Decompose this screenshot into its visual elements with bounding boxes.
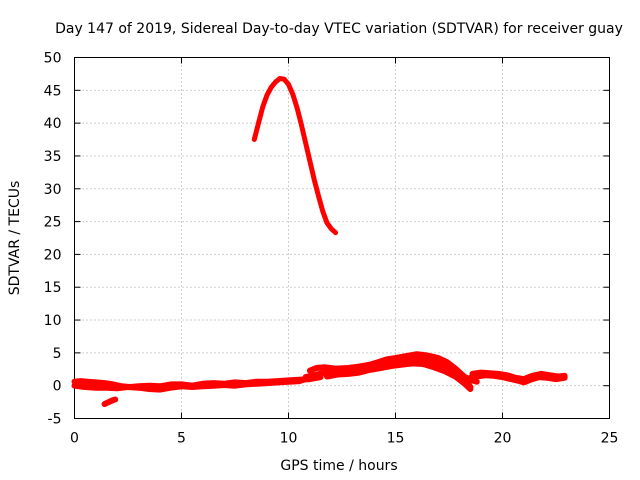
series-lower-track <box>324 360 474 392</box>
x-tick-label: 25 <box>601 431 619 447</box>
axis-ticks: 0 5 10 15 20 25 -5 0 5 10 15 20 25 30 35 40 45 50 <box>44 51 619 447</box>
x-axis-label: GPS time / hours <box>280 458 397 474</box>
y-tick-label: 10 <box>44 313 62 329</box>
x-tick-label: 15 <box>387 431 405 447</box>
series-baseline-lower <box>71 374 313 393</box>
y-tick-label: 25 <box>44 215 62 231</box>
y-tick-label: -5 <box>48 412 62 428</box>
y-tick-label: 5 <box>53 346 62 362</box>
y-tick-label: 20 <box>44 247 62 263</box>
series-short-segment <box>101 396 119 408</box>
x-tick-label: 0 <box>70 431 79 447</box>
x-tick-label: 20 <box>494 431 512 447</box>
x-tick-label: 10 <box>280 431 298 447</box>
chart-title: Day 147 of 2019, Sidereal Day-to-day VTE… <box>55 21 623 37</box>
y-tick-label: 40 <box>44 116 62 132</box>
y-tick-label: 50 <box>44 51 62 67</box>
y-tick-label: 15 <box>44 280 62 296</box>
series-peak-arc <box>251 76 339 236</box>
series-tail-track-2 <box>469 369 568 383</box>
y-tick-label: 35 <box>44 149 62 165</box>
y-tick-label: 30 <box>44 182 62 198</box>
series-middle-track <box>302 356 474 390</box>
y-axis-label: SDTVAR / TECUs <box>7 181 23 296</box>
grid <box>74 57 610 419</box>
x-tick-label: 5 <box>177 431 186 447</box>
y-tick-label: 45 <box>44 83 62 99</box>
series-layer <box>71 76 568 408</box>
plot-frame <box>74 57 610 419</box>
y-tick-label: 0 <box>53 379 62 395</box>
